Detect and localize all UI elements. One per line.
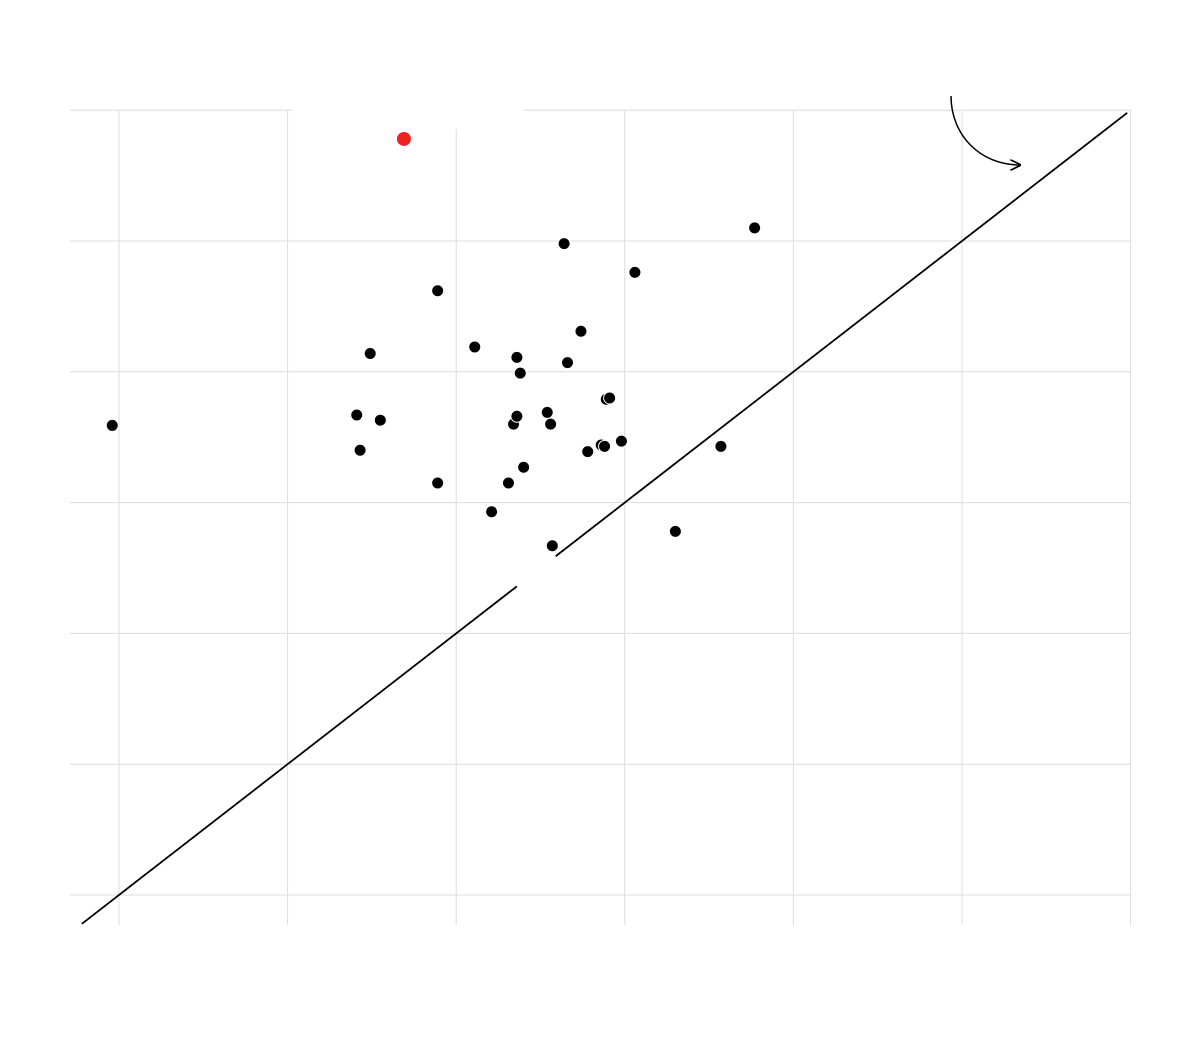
data-point-5 [431, 476, 445, 490]
data-point-2 [353, 443, 367, 457]
grid [70, 105, 1132, 925]
data-point-7 [468, 340, 482, 354]
reference-line-upper [555, 112, 1128, 557]
data-point-18 [557, 237, 571, 251]
data-points [105, 130, 762, 553]
data-point-3 [363, 346, 377, 360]
data-point-27 [628, 265, 642, 279]
data-point-20 [574, 324, 588, 338]
data-point-8 [485, 505, 499, 519]
data-point-26 [614, 434, 628, 448]
data-point-0 [105, 418, 119, 432]
data-point-19 [560, 356, 574, 370]
data-point-29 [714, 439, 728, 453]
data-point-13 [513, 366, 527, 380]
data-point-4 [373, 413, 387, 427]
data-point-25 [603, 391, 617, 405]
data-point-28 [668, 524, 682, 538]
highlight-point-0 [395, 130, 412, 147]
data-point-30 [748, 221, 762, 235]
data-point-23 [598, 439, 612, 453]
reference-line [81, 112, 1128, 925]
data-point-11 [510, 409, 524, 423]
curved-arrow-annotation [950, 95, 1020, 165]
reference-line-lower [81, 585, 518, 925]
grid-mask [292, 105, 524, 129]
data-point-16 [544, 417, 558, 431]
data-point-9 [501, 476, 515, 490]
data-point-15 [540, 405, 554, 419]
data-point-6 [431, 284, 445, 298]
data-point-1 [350, 408, 364, 422]
data-point-17 [545, 539, 559, 553]
data-point-12 [510, 350, 524, 364]
data-point-14 [517, 460, 531, 474]
data-point-21 [581, 445, 595, 459]
